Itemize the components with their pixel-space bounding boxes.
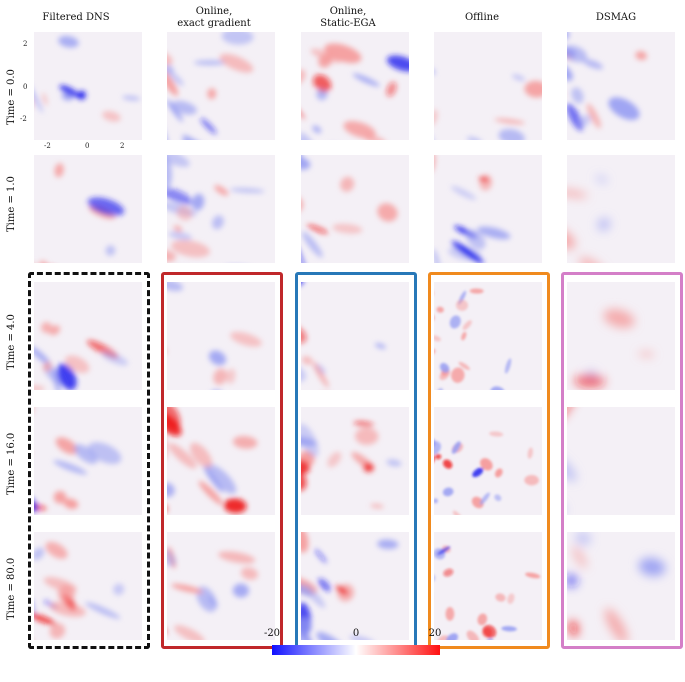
colorbar-tick-max: 20 bbox=[428, 628, 442, 639]
col-title-0: Filtered DNS bbox=[42, 12, 110, 23]
col-title-1: Online, exact gradient bbox=[177, 6, 251, 29]
heatmap-panel-r0-c1 bbox=[167, 32, 275, 140]
x-tick-m2: -2 bbox=[44, 142, 51, 150]
heatmap-panel-r0-c4 bbox=[567, 32, 675, 140]
row-label-0: Time = 0.0 bbox=[6, 69, 17, 125]
heatmap-panel-r4-c1 bbox=[167, 532, 275, 640]
colorbar-tick-zero: 0 bbox=[352, 628, 360, 639]
heatmap-panel-r0-c2 bbox=[301, 32, 409, 140]
heatmap-panel-r4-c2 bbox=[301, 532, 409, 640]
frame-dsmag bbox=[561, 272, 683, 649]
heatmap-panel-r4-c3 bbox=[434, 532, 542, 640]
heatmap-panel-r1-c2 bbox=[301, 155, 409, 263]
heatmap-panel-r1-c3 bbox=[434, 155, 542, 263]
heatmap-panel-r0-c3 bbox=[434, 32, 542, 140]
heatmap-panel-r3-c4 bbox=[567, 407, 675, 515]
heatmap-panel-r3-c2 bbox=[301, 407, 409, 515]
y-tick-m2: -2 bbox=[20, 115, 27, 123]
heatmap-panel-r1-c4 bbox=[567, 155, 675, 263]
colorbar-tick-min: -20 bbox=[263, 628, 281, 639]
heatmap-panel-r1-c0 bbox=[34, 155, 142, 263]
heatmap-panel-r0-c0 bbox=[34, 32, 142, 140]
heatmap-panel-r1-c1 bbox=[167, 155, 275, 263]
col-title-2: Online, Static-EGA bbox=[320, 6, 376, 29]
row-label-1: Time = 1.0 bbox=[6, 176, 17, 232]
row-label-3: Time = 16.0 bbox=[6, 432, 17, 495]
x-tick-0: 0 bbox=[85, 142, 90, 150]
y-tick-2: 2 bbox=[23, 40, 28, 48]
heatmap-panel-r2-c4 bbox=[567, 282, 675, 390]
heatmap-panel-r4-c0 bbox=[34, 532, 142, 640]
heatmap-panel-r3-c0 bbox=[34, 407, 142, 515]
col-title-3: Offline bbox=[464, 12, 500, 23]
col-title-4: DSMAG bbox=[595, 12, 637, 23]
heatmap-panel-r2-c2 bbox=[301, 282, 409, 390]
x-tick-2: 2 bbox=[120, 142, 125, 150]
heatmap-panel-r2-c0 bbox=[34, 282, 142, 390]
frame-filtered-dns bbox=[28, 272, 150, 649]
y-tick-0: 0 bbox=[23, 83, 28, 91]
row-label-2: Time = 4.0 bbox=[6, 314, 17, 370]
heatmap-panel-r2-c3 bbox=[434, 282, 542, 390]
heatmap-panel-r3-c1 bbox=[167, 407, 275, 515]
frame-online-exact bbox=[161, 272, 283, 649]
colorbar bbox=[272, 645, 440, 655]
heatmap-panel-r3-c3 bbox=[434, 407, 542, 515]
heatmap-panel-r2-c1 bbox=[167, 282, 275, 390]
frame-offline bbox=[428, 272, 550, 649]
row-label-4: Time = 80.0 bbox=[6, 557, 17, 620]
heatmap-panel-r4-c4 bbox=[567, 532, 675, 640]
